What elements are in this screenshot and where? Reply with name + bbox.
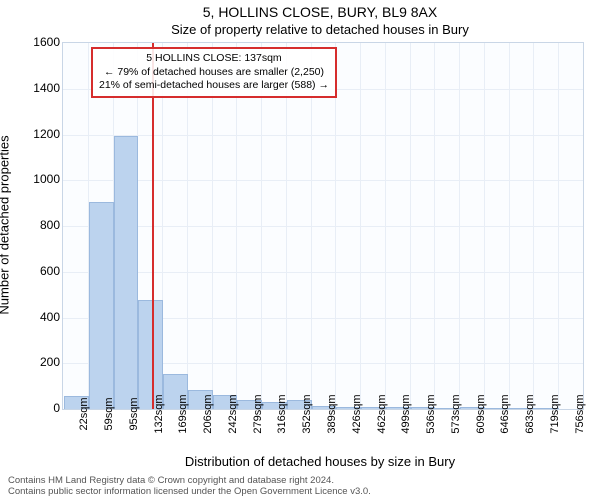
- chart-title: 5, HOLLINS CLOSE, BURY, BL9 8AX: [50, 4, 590, 20]
- x-tick-label: 426sqm: [351, 394, 363, 433]
- histogram-bar: [89, 202, 114, 409]
- gridline-v: [360, 43, 361, 409]
- y-tick-label: 1600: [20, 35, 60, 49]
- x-tick-label: 462sqm: [376, 394, 388, 433]
- gridline-v: [459, 43, 460, 409]
- gridline-v: [533, 43, 534, 409]
- y-tick-label: 800: [20, 218, 60, 232]
- x-tick-label: 352sqm: [301, 394, 313, 433]
- gridline-v: [484, 43, 485, 409]
- attribution-footer: Contains HM Land Registry data © Crown c…: [8, 476, 371, 498]
- annotation-line-3: 21% of semi-detached houses are larger (…: [99, 79, 329, 93]
- chart-subtitle: Size of property relative to detached ho…: [50, 22, 590, 37]
- x-tick-label: 573sqm: [450, 394, 462, 433]
- gridline-v: [385, 43, 386, 409]
- annotation-line-2: ← 79% of detached houses are smaller (2,…: [99, 66, 329, 80]
- x-tick-label: 316sqm: [276, 394, 288, 433]
- gridline-h: [63, 226, 583, 227]
- x-tick-label: 169sqm: [177, 394, 189, 433]
- x-tick-label: 95sqm: [128, 397, 140, 430]
- gridline-v: [558, 43, 559, 409]
- annotation-box: 5 HOLLINS CLOSE: 137sqm← 79% of detached…: [91, 47, 337, 98]
- gridline-h: [63, 135, 583, 136]
- annotation-line-1: 5 HOLLINS CLOSE: 137sqm: [99, 52, 329, 66]
- x-tick-label: 59sqm: [103, 397, 115, 430]
- x-tick-label: 719sqm: [549, 394, 561, 433]
- gridline-h: [63, 272, 583, 273]
- y-tick-label: 400: [20, 310, 60, 324]
- y-tick-label: 1400: [20, 81, 60, 95]
- plot-area: 5 HOLLINS CLOSE: 137sqm← 79% of detached…: [62, 42, 584, 410]
- gridline-v: [434, 43, 435, 409]
- y-tick-label: 1200: [20, 127, 60, 141]
- y-tick-label: 1000: [20, 172, 60, 186]
- x-tick-label: 646sqm: [499, 394, 511, 433]
- x-tick-label: 683sqm: [524, 394, 536, 433]
- y-axis-label: Number of detached properties: [0, 135, 12, 314]
- gridline-v: [509, 43, 510, 409]
- y-tick-label: 600: [20, 264, 60, 278]
- x-tick-label: 609sqm: [475, 394, 487, 433]
- footer-line-2: Contains public sector information licen…: [8, 487, 371, 498]
- x-tick-label: 536sqm: [425, 394, 437, 433]
- x-tick-label: 279sqm: [252, 394, 264, 433]
- histogram-bar: [114, 136, 139, 409]
- x-tick-label: 132sqm: [153, 394, 165, 433]
- gridline-h: [63, 180, 583, 181]
- x-tick-label: 499sqm: [400, 394, 412, 433]
- chart-container: 5, HOLLINS CLOSE, BURY, BL9 8AX Size of …: [0, 0, 600, 500]
- x-tick-label: 389sqm: [326, 394, 338, 433]
- x-tick-label: 206sqm: [202, 394, 214, 433]
- x-tick-label: 242sqm: [227, 394, 239, 433]
- y-tick-label: 0: [20, 401, 60, 415]
- x-axis-label: Distribution of detached houses by size …: [50, 454, 590, 469]
- y-tick-label: 200: [20, 355, 60, 369]
- gridline-v: [410, 43, 411, 409]
- x-tick-label: 756sqm: [574, 394, 586, 433]
- x-tick-label: 22sqm: [78, 397, 90, 430]
